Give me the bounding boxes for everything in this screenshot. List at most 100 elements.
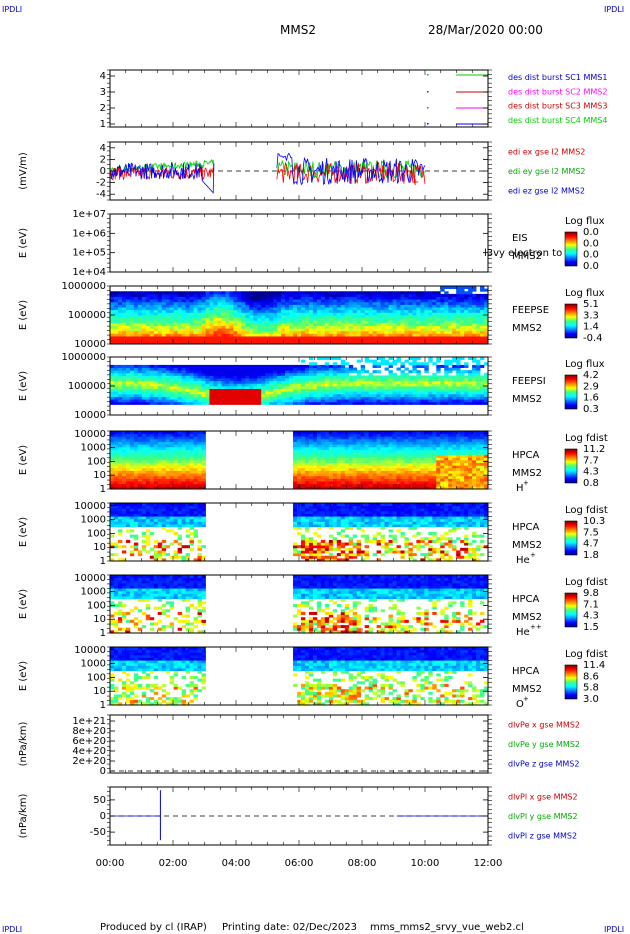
feepsi-pixel — [165, 380, 171, 384]
hpca_h-pixel — [149, 483, 155, 487]
feepse-pixel — [304, 320, 310, 324]
feepse-pixel — [209, 317, 214, 321]
hpca_h-pixel — [153, 441, 159, 445]
feepse-pixel — [304, 296, 310, 300]
hpca_h-pixel — [372, 481, 377, 485]
hpca_h-pixel — [165, 462, 171, 466]
feepse-pixel — [412, 301, 417, 305]
feepse-pixel — [201, 341, 206, 345]
feepse-pixel — [289, 299, 294, 303]
hpca_h-pixel — [129, 446, 135, 450]
feepsi-pixel — [145, 399, 151, 403]
feepse-pixel — [388, 291, 393, 295]
feepsi-pixel — [113, 386, 119, 390]
feepse-pixel — [213, 309, 218, 313]
feepsi-pixel — [412, 388, 417, 392]
feepse-pixel — [384, 333, 389, 337]
feepse-pixel — [285, 328, 290, 332]
feepsi-pixel — [316, 388, 322, 392]
feepsi-pixel — [460, 372, 465, 376]
feepsi-pixel — [304, 380, 310, 384]
hpca_h-pixel — [376, 460, 381, 464]
hpca_h-pixel — [392, 475, 397, 479]
feepse-pixel — [297, 312, 302, 316]
hpca_h-pixel — [169, 454, 175, 458]
hpca_h-pixel — [372, 475, 377, 479]
feepse-pixel — [456, 338, 461, 342]
feepse-pixel — [113, 336, 119, 340]
feepse-pixel — [273, 315, 278, 319]
feepse-pixel — [185, 309, 190, 313]
feepse-pixel — [456, 304, 461, 308]
feepsi-pixel — [201, 396, 206, 400]
feepsi-pixel — [344, 370, 350, 374]
feepsi-pixel — [257, 380, 262, 384]
hpca_h-pixel — [372, 446, 377, 450]
feepsi-pixel — [209, 386, 214, 390]
feepse-pixel — [265, 330, 270, 334]
corner-label-bottom-left: IPDLI — [2, 925, 22, 934]
hpca_h-pixel — [189, 444, 194, 448]
feepse-pixel — [149, 328, 155, 332]
feepse-pixel — [229, 304, 234, 308]
feepse-pixel — [197, 338, 202, 342]
hpca_h-pixel — [392, 449, 397, 453]
feepse-pixel — [320, 320, 326, 324]
feepse-pixel — [372, 304, 377, 308]
feepse-pixel — [133, 330, 139, 334]
feepsi-pixel — [396, 386, 401, 390]
hpca_h-pixel — [300, 460, 306, 464]
feepse-pixel — [189, 330, 194, 334]
feepse-pixel — [428, 312, 433, 316]
feepsi-pixel — [281, 401, 286, 405]
feepse-pixel — [464, 299, 469, 303]
feepse-pixel — [145, 309, 151, 313]
feepsi-pixel — [153, 378, 159, 382]
feepse-pixel — [480, 336, 485, 340]
hpca_h-pixel — [157, 483, 163, 487]
feepse-pixel — [193, 333, 198, 337]
feepse-pixel — [225, 330, 230, 334]
hpca_h-pixel — [360, 486, 366, 490]
feepsi-pixel — [273, 370, 278, 374]
feepsi-pixel — [213, 370, 218, 374]
feepsi-pixel — [380, 386, 385, 390]
feepsi-pixel — [388, 357, 393, 361]
feepsi-pixel — [472, 372, 477, 376]
feepsi-pixel — [197, 367, 202, 371]
feepsi-pixel — [424, 388, 429, 392]
hpca_h-pixel — [364, 454, 370, 458]
feepsi-pixel — [265, 399, 270, 403]
feepsi-pixel — [245, 372, 250, 376]
feepsi-pixel — [181, 399, 186, 403]
feepsi-pixel — [245, 378, 250, 382]
feepse-pixel — [484, 296, 489, 300]
feepse-pixel — [289, 328, 294, 332]
feepse-pixel — [233, 309, 238, 313]
feepse-pixel — [133, 291, 139, 295]
hpca_h-pixel — [137, 444, 143, 448]
feepse-pixel — [468, 333, 473, 337]
feepse-pixel — [217, 296, 222, 300]
feepse-pixel — [484, 341, 489, 345]
feepsi-pixel — [161, 388, 167, 392]
feepse-pixel — [484, 309, 489, 313]
hpca_h-pixel — [380, 486, 385, 490]
hpca_h-pixel — [404, 481, 409, 485]
feepsi-pixel — [412, 380, 417, 384]
feepse-pixel — [316, 325, 322, 329]
feepsi-pixel — [113, 383, 119, 387]
feepse-pixel — [257, 317, 262, 321]
hpca_h-pixel — [201, 444, 206, 448]
feepsi-pixel — [217, 401, 222, 405]
feepsi-pixel — [308, 370, 314, 374]
hpca_h-pixel — [316, 433, 322, 437]
hpca_h-pixel — [201, 454, 206, 458]
hpca_h-pixel — [133, 431, 139, 435]
feepsi-pixel — [452, 386, 457, 390]
feepsi-pixel — [181, 375, 186, 379]
feepse-pixel — [141, 336, 147, 340]
feepse-pixel — [153, 312, 159, 316]
hpca_h-pixel — [376, 470, 381, 474]
feepse-pixel — [161, 301, 167, 305]
